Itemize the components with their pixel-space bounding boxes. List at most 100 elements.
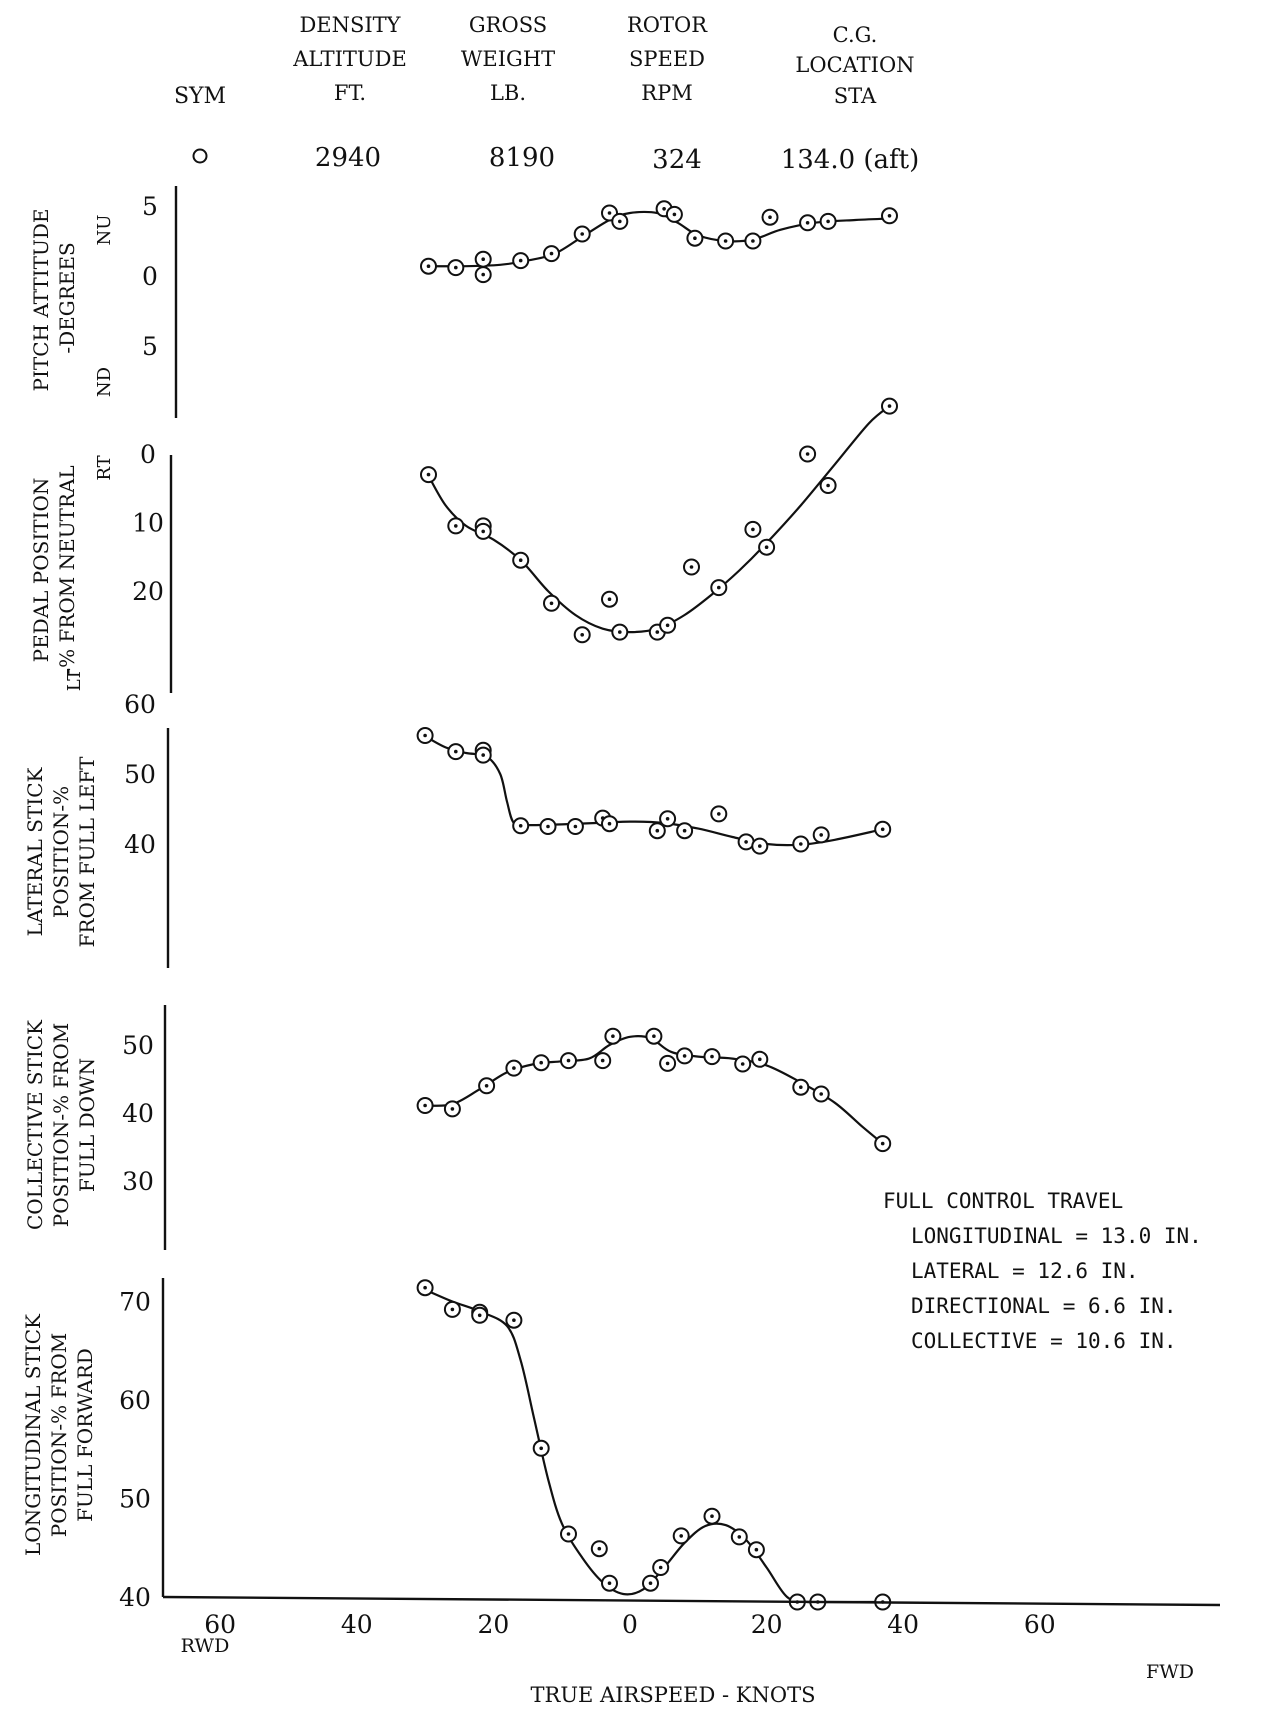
- longitudinal-y-tick-label: 60: [119, 1386, 151, 1415]
- pedal-data-point: [744, 520, 762, 538]
- collective-data-point: [659, 1054, 677, 1072]
- collective-data-point: [594, 1052, 612, 1070]
- longitudinal-data-point: [590, 1540, 608, 1558]
- pitch-y-tick-label: 0: [142, 262, 158, 291]
- pitch-ylabel-line1: PITCH ATTITUDE: [29, 209, 53, 392]
- point-dot-icon: [618, 630, 622, 634]
- point-dot-icon: [887, 214, 892, 218]
- pitch-data-point: [474, 250, 492, 268]
- pedal-data-point: [611, 623, 629, 641]
- x-tick-label: 20: [751, 1610, 783, 1639]
- pedal-ylabel-line2: -% FROM NEUTRAL: [55, 465, 79, 674]
- lateral-data-point: [792, 835, 810, 853]
- collective-data-point: [478, 1077, 496, 1095]
- point-dot-icon: [826, 483, 830, 488]
- pedal-dir-top: RT: [94, 455, 115, 480]
- pitch-data-point: [420, 257, 437, 275]
- pitch-data-point: [717, 232, 735, 250]
- lateral-data-point: [512, 817, 530, 835]
- point-dot-icon: [539, 1060, 543, 1065]
- pedal-data-point: [512, 551, 530, 569]
- x-tick-labels: 60 40 20 0 20 40 60: [204, 1610, 1055, 1639]
- lateral-data-point: [601, 815, 618, 833]
- pitch-data-point: [447, 259, 465, 277]
- collective-data-point: [505, 1059, 523, 1077]
- pitch-data-point: [512, 252, 530, 270]
- point-dot-icon: [512, 1318, 516, 1322]
- point-dot-icon: [751, 527, 755, 532]
- point-dot-icon: [454, 265, 458, 270]
- x-tick-label: 20: [477, 1610, 509, 1639]
- header-cg-line1: C.G.: [833, 23, 878, 47]
- lateral-data-point: [539, 818, 557, 835]
- lateral-ylabel-line2: POSITION-%: [49, 786, 73, 918]
- point-dot-icon: [580, 232, 584, 236]
- pitch-tick-labels: 5 0 5: [142, 192, 158, 361]
- longitudinal-y-tick-label: 50: [119, 1485, 151, 1514]
- header-symbol-circle-icon: [192, 148, 208, 164]
- point-dot-icon: [672, 212, 677, 217]
- pedal-y-tick-label: 10: [132, 509, 164, 538]
- longitudinal-data-point: [560, 1525, 577, 1543]
- point-dot-icon: [754, 1547, 759, 1552]
- collective-data-point: [703, 1048, 721, 1066]
- longitudinal-ylabel-line1: LONGITUDINAL STICK: [21, 1313, 45, 1556]
- collective-y-tick-label: 40: [122, 1099, 154, 1128]
- header-sym: SYM: [174, 84, 226, 109]
- pitch-ylabel-line2: -DEGREES: [55, 242, 79, 353]
- point-dot-icon: [682, 1054, 687, 1058]
- point-dot-icon: [618, 219, 622, 224]
- collective-data-point: [676, 1047, 694, 1065]
- value-rotor: 324: [652, 145, 702, 175]
- longitudinal-faired-curve: [424, 1288, 890, 1604]
- point-dot-icon: [481, 272, 486, 277]
- pitch-y-tick-label: 5: [142, 332, 158, 361]
- pedal-ylabel-line1: PEDAL POSITION: [29, 478, 53, 663]
- header-density-line1: DENSITY: [299, 13, 401, 37]
- point-dot-icon: [819, 1092, 823, 1096]
- longitudinal-data-point: [471, 1306, 489, 1324]
- point-dot-icon: [518, 258, 523, 263]
- pitch-y-tick-label: 5: [142, 192, 158, 221]
- point-dot-icon: [607, 821, 612, 826]
- panel-pitch: PITCH ATTITUDE -DEGREES NU ND 5 0 5: [29, 186, 898, 418]
- note-longitudinal: LONGITUDINAL = 13.0 IN.: [911, 1224, 1202, 1248]
- pedal-data-point: [683, 558, 700, 576]
- collective-data-point: [604, 1027, 622, 1045]
- longitudinal-data-point: [416, 1279, 434, 1297]
- pitch-dir-top: NU: [94, 215, 115, 246]
- panel-lateral: LATERAL STICK POSITION-% FROM FULL LEFT …: [23, 690, 892, 968]
- pitch-data-point: [761, 208, 779, 226]
- pedal-y-tick-label: 20: [132, 577, 164, 606]
- lateral-data-point: [874, 820, 892, 838]
- point-dot-icon: [689, 565, 694, 569]
- header-density-line2: ALTITUDE: [292, 47, 407, 71]
- lateral-y-tick-label: 40: [124, 830, 156, 859]
- point-dot-icon: [758, 844, 762, 848]
- longitudinal-tick-labels: 70 60 50 40: [119, 1288, 151, 1613]
- point-dot-icon: [652, 1034, 656, 1038]
- point-dot-icon: [426, 472, 431, 477]
- collective-data-point: [874, 1135, 892, 1153]
- point-dot-icon: [597, 1546, 602, 1551]
- point-dot-icon: [693, 236, 697, 240]
- collective-data-point: [751, 1050, 769, 1068]
- point-dot-icon: [655, 630, 660, 634]
- point-dot-icon: [805, 452, 810, 456]
- lateral-marks: [416, 727, 892, 855]
- longitudinal-data-point: [532, 1439, 550, 1457]
- note-directional: DIRECTIONAL = 6.6 IN.: [911, 1294, 1177, 1318]
- point-dot-icon: [423, 1103, 427, 1108]
- pedal-data-point: [758, 538, 776, 556]
- pitch-data-point: [881, 207, 898, 225]
- point-dot-icon: [481, 257, 486, 262]
- pitch-data-point: [543, 245, 560, 263]
- collective-data-point: [812, 1085, 830, 1103]
- pitch-data-point: [573, 225, 591, 243]
- point-dot-icon: [566, 1058, 571, 1063]
- lateral-tick-labels: 60 50 40: [124, 690, 156, 859]
- longitudinal-data-point: [505, 1311, 523, 1329]
- collective-marks: [416, 1027, 892, 1153]
- point-dot-icon: [744, 840, 748, 844]
